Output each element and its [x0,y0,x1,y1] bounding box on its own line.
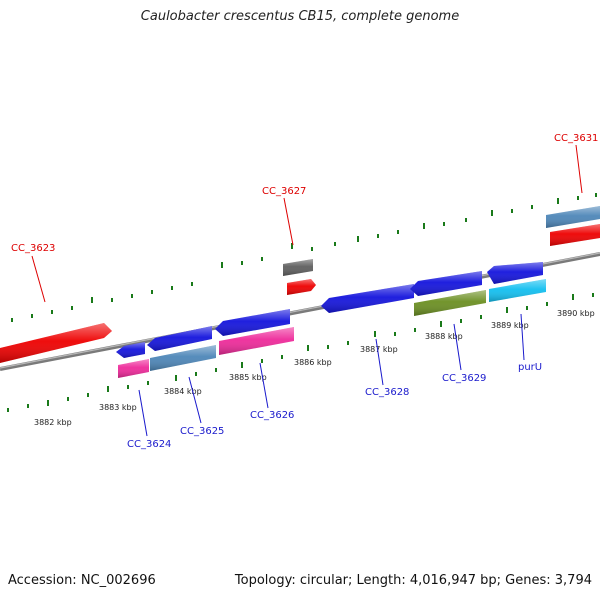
feature-cc-3624-pink[interactable] [118,359,149,378]
accession-text: Accession: NC_002696 [8,573,156,588]
gene-label-cc-3627[interactable]: CC_3627 [262,186,306,197]
ruler-label: 3890 kbp [557,309,595,318]
leader-cc-3631 [575,144,583,194]
gene-label-cc-3629[interactable]: CC_3629 [442,373,486,384]
genome-summary-text: Topology: circular; Length: 4,016,947 bp… [234,573,592,588]
leader-purU [520,313,525,361]
ruler-label: 3883 kbp [99,403,137,412]
feature-cc-3628[interactable] [321,284,414,313]
ruler-label: 3885 kbp [229,373,267,382]
ruler-label: 3882 kbp [34,418,72,427]
gene-label-cc-3625[interactable]: CC_3625 [180,426,224,437]
lower-ruler-track [7,293,594,412]
leader-cc-3628 [375,338,384,386]
leader-cc-3623 [31,255,46,303]
leader-cc-3627 [283,197,294,246]
gene-label-cc-3623[interactable]: CC_3623 [11,243,55,254]
ruler-label: 3884 kbp [164,387,202,396]
feature-cc-3629-blue[interactable] [410,271,482,296]
feature-cc-3631[interactable] [550,224,600,246]
feature-purU-blue[interactable] [487,262,543,284]
gene-label-cc-3626[interactable]: CC_3626 [250,410,294,421]
feature-cc-3626-blue[interactable] [215,309,290,336]
gene-label-purU[interactable]: purU [518,362,542,373]
feature-cc-3626[interactable] [219,327,294,355]
feature-cc-3625-blue[interactable] [147,326,212,351]
ruler-label: 3886 kbp [294,358,332,367]
map-title: Caulobacter crescentus CB15, complete ge… [140,9,460,24]
feature-cc-3624[interactable] [116,342,145,358]
gene-label-cc-3624[interactable]: CC_3624 [127,439,171,450]
feature-cc-3627-gray[interactable] [283,259,313,276]
feature-cc-3625[interactable] [150,345,216,371]
ruler-label: 3888 kbp [425,332,463,341]
leader-cc-3626 [259,362,269,409]
leader-cc-3625 [188,376,202,424]
leader-cc-3629 [453,323,462,371]
ruler-label: 3887 kbp [360,345,398,354]
ruler-label: 3889 kbp [491,321,529,330]
feature-cc-3629[interactable] [414,290,486,316]
feature-purU[interactable] [489,279,546,302]
upper-ruler-track [11,193,597,322]
feature-cc-3631-steel[interactable] [546,206,600,228]
leader-cc-3624 [138,389,148,437]
feature-cc-3627[interactable] [287,279,316,295]
feature-cc-3623[interactable] [0,323,112,363]
gene-label-cc-3628[interactable]: CC_3628 [365,387,409,398]
gene-label-cc-3631[interactable]: CC_3631 [554,133,598,144]
